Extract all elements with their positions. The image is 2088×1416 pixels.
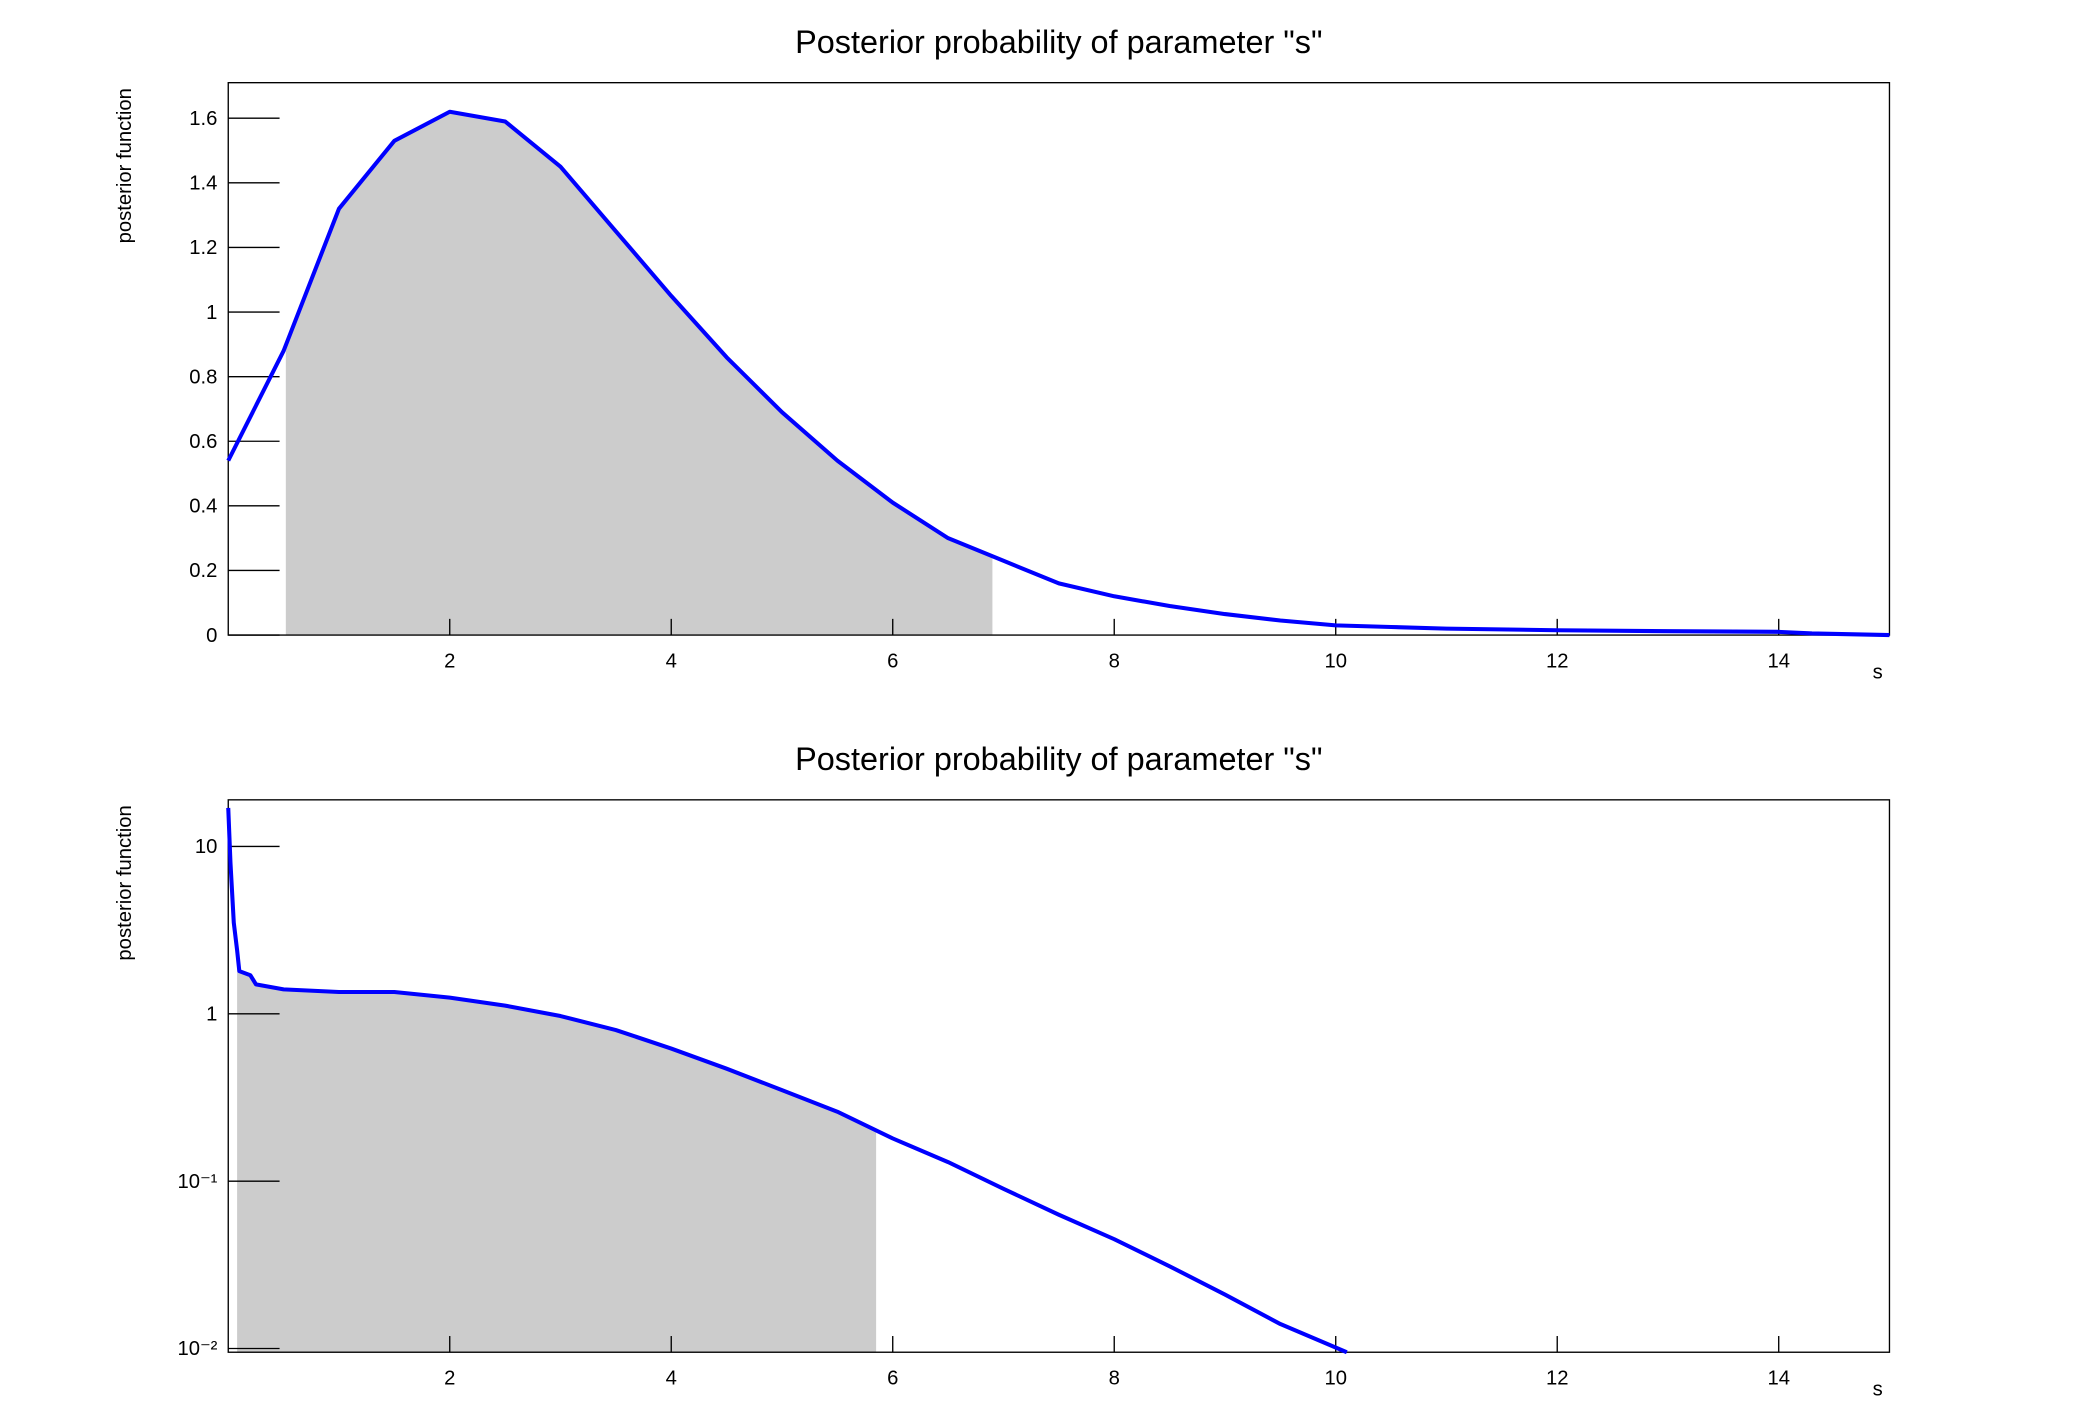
x-tick-label: 4 — [666, 650, 677, 672]
y-tick-label: 10⁻² — [177, 1338, 217, 1360]
y-tick-label: 1 — [206, 1004, 217, 1026]
panel: Posterior probability of parameter "s" 0 0… — [114, 24, 1891, 683]
y-tick-label: 0.8 — [189, 366, 217, 388]
x-tick-label: 14 — [1767, 650, 1790, 672]
x-tick-label: 10 — [1324, 650, 1347, 672]
y-tick-label: 0.4 — [189, 496, 217, 518]
x-tick-label: 6 — [887, 1368, 898, 1390]
y-tick-label: 0.6 — [189, 431, 217, 453]
y-tick-label: 1 — [206, 302, 217, 324]
y-tick-label: 0 — [206, 625, 217, 647]
y-tick-label: 1.2 — [189, 237, 217, 259]
x-tick-label: 8 — [1109, 1368, 1120, 1390]
x-axis-label: s — [1873, 661, 1883, 683]
x-tick-label: 12 — [1546, 650, 1569, 672]
x-tick-label: 12 — [1546, 1368, 1569, 1390]
plot-frame — [227, 82, 1891, 636]
posterior-line — [226, 807, 1348, 1355]
y-axis-label: posterior function — [114, 805, 136, 960]
x-tick-label: 4 — [666, 1368, 677, 1390]
chart-title: Posterior probability of parameter "s" — [795, 741, 1322, 777]
x-tick-label: 10 — [1324, 1368, 1347, 1390]
credible-interval — [237, 950, 877, 1353]
x-tick-label: 6 — [887, 650, 898, 672]
y-tick-label: 0.2 — [189, 560, 217, 582]
x-tick-label: 14 — [1767, 1368, 1790, 1390]
y-tick-label: 1.4 — [189, 173, 217, 195]
y-tick-label: 1.6 — [189, 108, 217, 130]
y-axis-label: posterior function — [114, 88, 136, 243]
credible-interval — [285, 111, 993, 636]
plot-frame — [227, 799, 1891, 1353]
x-tick-label: 2 — [444, 650, 455, 672]
panel: Posterior probability of parameter "s" 10… — [114, 741, 1891, 1400]
y-tick-label: 10⁻¹ — [177, 1171, 217, 1193]
y-tick-label: 10 — [195, 836, 218, 858]
x-axis-label: s — [1873, 1378, 1883, 1400]
x-tick-label: 2 — [444, 1368, 455, 1390]
chart-title: Posterior probability of parameter "s" — [795, 24, 1322, 60]
posterior-line — [226, 109, 1890, 638]
x-tick-label: 8 — [1109, 650, 1120, 672]
